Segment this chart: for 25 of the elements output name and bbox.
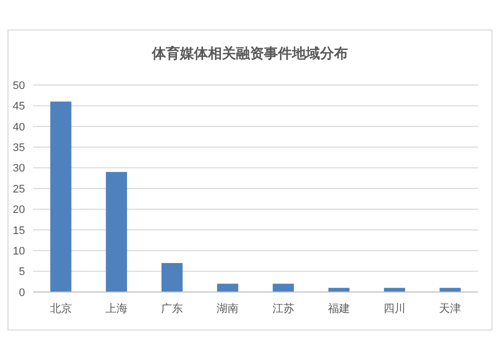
y-tick-label: 5	[18, 266, 25, 278]
bar	[272, 284, 294, 292]
y-tick-label: 45	[12, 100, 25, 113]
y-tick-label: 20	[12, 204, 25, 216]
bar	[106, 172, 128, 292]
y-tick-label: 40	[12, 121, 25, 134]
x-tick-label: 江苏	[272, 302, 294, 315]
y-tick-label: 35	[12, 142, 25, 154]
bar	[50, 102, 72, 292]
x-tick-label: 湖南	[216, 302, 239, 315]
bar	[161, 263, 183, 292]
y-tick-label: 0	[18, 286, 25, 299]
y-tick-label: 10	[12, 245, 25, 258]
x-tick-label: 四川	[384, 302, 406, 315]
y-tick-label: 50	[12, 80, 25, 92]
y-tick-label: 25	[12, 183, 25, 196]
x-tick-label: 北京	[50, 302, 72, 315]
x-tick-label: 广东	[161, 302, 184, 315]
y-tick-label: 15	[12, 224, 25, 237]
y-tick-label: 30	[12, 162, 25, 175]
x-tick-label: 福建	[328, 302, 350, 315]
x-tick-label: 天津	[439, 302, 462, 315]
x-tick-label: 上海	[105, 302, 128, 315]
chart-title: 体育媒体相关融资事件地域分布	[151, 45, 348, 62]
bar	[217, 284, 238, 292]
